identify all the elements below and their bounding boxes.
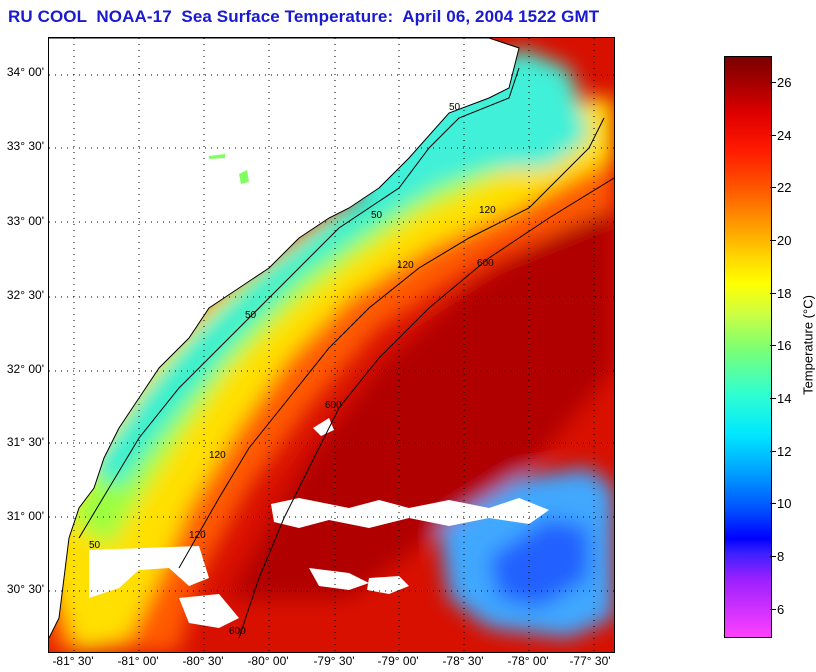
temperature-colorbar — [724, 56, 772, 638]
temperature-field — [49, 48, 614, 652]
lat-label: 30° 30' — [6, 582, 44, 596]
lat-label: 34° 00' — [6, 65, 44, 79]
colorbar-tick — [770, 556, 776, 557]
isobath-label: 50 — [371, 210, 383, 221]
isobath-label: 120 — [479, 205, 496, 216]
lon-label: -78° 30' — [442, 654, 484, 668]
colorbar-tick — [770, 503, 776, 504]
lat-label: 33° 30' — [6, 139, 44, 153]
colorbar-label: 24 — [777, 128, 792, 143]
colorbar-label: 22 — [777, 180, 792, 195]
isobath-label: 600 — [325, 400, 342, 411]
colorbar-label: 14 — [777, 391, 792, 406]
colorbar-tick — [770, 345, 776, 346]
colorbar-label: 18 — [777, 286, 792, 301]
lat-label: 33° 00' — [6, 214, 44, 228]
colorbar-tick — [770, 82, 776, 83]
isobath-label: 600 — [229, 626, 246, 637]
lon-label: -79° 30' — [313, 654, 355, 668]
colorbar-label: 6 — [777, 602, 785, 617]
coastline — [49, 38, 520, 639]
isobath-labels: 50 50 50 50 120 120 120 120 600 600 600 — [89, 102, 496, 637]
isobath-label: 50 — [245, 310, 257, 321]
cloud-mask — [89, 154, 549, 628]
lon-label: -79° 00' — [377, 654, 419, 668]
sst-map-canvas: 50 50 50 50 120 120 120 120 600 600 600 — [49, 38, 614, 652]
colorbar-tick — [770, 451, 776, 452]
isobath-label: 50 — [89, 540, 101, 551]
lon-label: -81° 00' — [117, 654, 159, 668]
colorbar-label: 20 — [777, 233, 792, 248]
colorbar-title: Temperature (°C) — [800, 295, 816, 395]
colorbar-tick — [770, 187, 776, 188]
lon-label: -80° 30' — [182, 654, 224, 668]
lon-label: -80° 00' — [247, 654, 289, 668]
lon-label: -78° 00' — [507, 654, 549, 668]
lat-label: 32° 30' — [6, 288, 44, 302]
lon-label: -81° 30' — [52, 654, 94, 668]
colorbar-label: 8 — [777, 549, 785, 564]
colorbar-label: 10 — [777, 496, 792, 511]
colorbar-tick — [770, 609, 776, 610]
lat-label: 32° 00' — [6, 362, 44, 376]
isobath-label: 600 — [477, 258, 494, 269]
colorbar-tick — [770, 135, 776, 136]
map-title: RU COOL NOAA-17 Sea Surface Temperature:… — [8, 7, 600, 26]
colorbar-tick — [770, 293, 776, 294]
isobath-label: 120 — [397, 260, 414, 271]
graticule — [49, 38, 614, 652]
lon-label: -77° 30' — [569, 654, 611, 668]
colorbar-label: 12 — [777, 444, 792, 459]
isobath-contours — [78, 67, 614, 639]
isobath-label: 120 — [209, 450, 226, 461]
land-mass — [49, 38, 519, 638]
colorbar-label: 16 — [777, 338, 792, 353]
colorbar-label: 26 — [777, 75, 792, 90]
colorbar-tick — [770, 240, 776, 241]
colorbar-tick — [770, 398, 776, 399]
sst-map: 50 50 50 50 120 120 120 120 600 600 600 — [48, 37, 615, 653]
lat-label: 31° 30' — [6, 435, 44, 449]
lat-label: 31° 00' — [6, 509, 44, 523]
isobath-label: 120 — [189, 530, 206, 541]
isobath-label: 50 — [449, 102, 461, 113]
